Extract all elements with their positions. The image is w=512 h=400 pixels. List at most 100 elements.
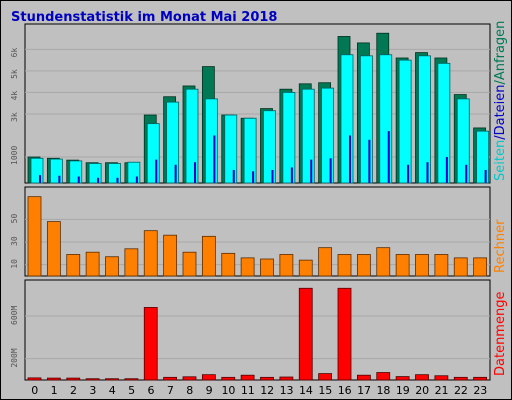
legend-sep-1: / [493, 135, 508, 140]
x-tick-label: 20 [415, 384, 429, 397]
panel-volume [24, 279, 491, 381]
bar-datenmenge [66, 377, 81, 381]
bar-anfragen [310, 159, 313, 183]
bar-dateien [108, 163, 121, 184]
x-tick-label: 15 [318, 384, 332, 397]
bar-anfragen [155, 159, 158, 183]
bar-datenmenge [279, 376, 294, 381]
x-tick-label: 10 [221, 384, 235, 397]
bar-rechner [46, 221, 61, 277]
bar-rechner [260, 258, 274, 277]
bar-rechner [85, 251, 100, 277]
y-tick-label: 5k [10, 69, 19, 79]
legend-sep-2: / [493, 79, 508, 84]
y-tick-label: 6k [10, 48, 19, 58]
bar-rechner [240, 257, 255, 277]
x-tick-label: 21 [435, 384, 449, 397]
y-tick-label: 600M [10, 306, 19, 325]
bar-anfragen [135, 176, 138, 183]
bar-dateien [146, 123, 160, 184]
bar-dateien [379, 54, 393, 184]
bar-anfragen [368, 139, 371, 183]
bar-rechner [376, 247, 391, 277]
bar-datenmenge [415, 374, 429, 381]
y-tick-label: 200M [10, 348, 19, 367]
bar-dateien [359, 55, 373, 184]
bar-dateien [263, 110, 276, 184]
x-tick-label: 19 [396, 384, 410, 397]
x-tick-label: 1 [51, 384, 58, 397]
x-tick-label: 13 [280, 384, 294, 397]
bar-dateien [398, 59, 412, 184]
bar-dateien [204, 98, 218, 184]
x-tick-label: 3 [89, 384, 96, 397]
bar-anfragen [329, 158, 332, 183]
bar-rechner [105, 256, 119, 277]
bar-rechner [279, 254, 294, 277]
bar-datenmenge [434, 375, 449, 381]
bar-anfragen [232, 170, 235, 183]
bar-datenmenge [124, 378, 139, 381]
bar-anfragen [387, 131, 390, 183]
y-tick-label: 1000 [10, 146, 19, 165]
bar-anfragen [407, 164, 410, 183]
chart-title: Stundenstatistik im Monat Mai 2018 [11, 10, 277, 25]
legend-top: Seiten/Dateien/Anfragen [493, 21, 508, 181]
bar-rechner [221, 252, 236, 277]
bar-rechner [124, 248, 139, 277]
x-tick-label: 16 [338, 384, 352, 397]
bar-rechner [453, 257, 468, 277]
bar-datenmenge [240, 374, 255, 381]
bar-dateien [243, 117, 257, 184]
bar-anfragen [290, 167, 293, 183]
legend-dateien: Dateien [493, 84, 508, 135]
bar-rechner [318, 247, 333, 277]
bar-rechner [27, 196, 42, 277]
x-tick-label: 23 [473, 384, 487, 397]
bar-datenmenge [221, 376, 236, 381]
bar-anfragen [213, 135, 216, 183]
bar-anfragen [271, 170, 274, 183]
bar-datenmenge [318, 373, 333, 381]
bar-rechner [182, 251, 197, 277]
bar-dateien [282, 92, 296, 184]
bar-dateien [301, 88, 315, 184]
bar-dateien [185, 88, 199, 184]
legend-rechner: Rechner [493, 219, 508, 273]
bar-datenmenge [260, 376, 274, 381]
bar-dateien [30, 157, 44, 184]
x-tick-label: 6 [147, 384, 154, 397]
bar-anfragen [77, 176, 80, 183]
bar-datenmenge [201, 374, 216, 381]
bar-rechner [163, 234, 178, 277]
bar-datenmenge [143, 307, 158, 381]
x-tick-label: 7 [167, 384, 174, 397]
bar-anfragen [194, 162, 196, 183]
bar-rechner [337, 254, 352, 277]
bar-dateien [321, 87, 335, 184]
bar-datenmenge [453, 376, 468, 381]
x-tick-label: 22 [454, 384, 468, 397]
x-tick-label: 9 [206, 384, 213, 397]
bar-dateien [340, 54, 354, 184]
bar-datenmenge [356, 374, 371, 381]
y-tick-label: 50 [10, 214, 19, 224]
bar-dateien [88, 163, 102, 184]
bar-dateien [437, 62, 451, 184]
bar-datenmenge [473, 376, 488, 381]
bar-dateien [456, 98, 470, 184]
bar-anfragen [58, 175, 61, 183]
bar-datenmenge [46, 377, 61, 381]
x-tick-label: 2 [70, 384, 77, 397]
bar-dateien [166, 101, 180, 184]
bar-anfragen [97, 177, 100, 183]
bar-rechner [434, 254, 449, 277]
y-tick-label: 10 [10, 259, 19, 269]
bar-dateien [418, 55, 431, 184]
y-tick-label: 3k [10, 112, 19, 122]
bar-anfragen [349, 135, 351, 183]
bar-dateien [127, 161, 141, 184]
legend-anfragen: Anfragen [493, 21, 508, 81]
